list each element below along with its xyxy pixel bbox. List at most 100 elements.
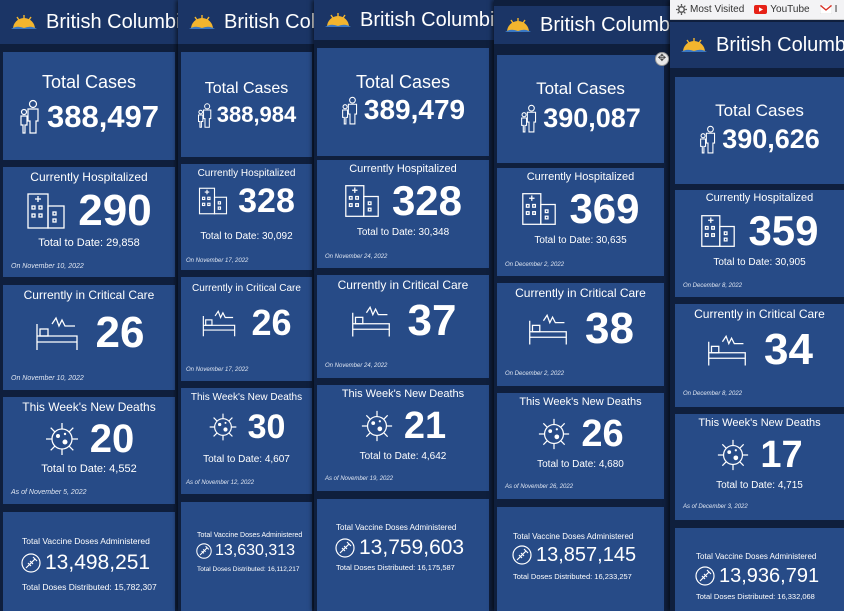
deaths-value: 20	[89, 417, 135, 461]
deaths-card: This Week's New Deaths 17 Total to Date:…	[675, 414, 844, 520]
bookmark-gmail[interactable]: I	[819, 4, 837, 15]
deaths-label: This Week's New Deaths	[698, 417, 821, 429]
doses-distributed: Total Doses Distributed: 15,782,307	[22, 582, 157, 592]
total-cases-value: 388,497	[46, 98, 160, 134]
bc-logo-icon	[681, 38, 707, 52]
people-icon	[197, 103, 212, 128]
bc-logo-icon	[505, 18, 531, 32]
deaths-date: As of November 26, 2022	[505, 484, 574, 490]
deaths-label: This Week's New Deaths	[22, 400, 156, 414]
bookmark-youtube[interactable]: YouTube	[754, 4, 810, 15]
hospitalized-date: On December 2, 2022	[505, 262, 565, 268]
hospital-icon	[199, 187, 228, 215]
critical-care-date: On November 24, 2022	[325, 363, 388, 369]
deaths-value: 26	[581, 413, 624, 455]
people-icon	[20, 99, 39, 134]
deaths-card: This Week's New Deaths 30 Total to Date:…	[181, 388, 312, 494]
doses-distributed: Total Doses Distributed: 16,233,257	[513, 572, 632, 581]
syringe-icon	[196, 543, 212, 559]
dashboard-snapshot-5: British Columbia Total Cases 390,626 Cur…	[670, 0, 844, 611]
hospitalized-date: On November 17, 2022	[186, 258, 249, 264]
total-cases-label: Total Cases	[204, 80, 289, 97]
vaccine-value: 13,759,603	[359, 536, 465, 559]
gmail-icon	[819, 5, 832, 14]
hospital-bed-icon	[35, 316, 78, 350]
vaccine-label: Total Vaccine Doses Administered	[22, 536, 150, 546]
critical-care-label: Currently in Critical Care	[23, 288, 155, 302]
virus-icon	[209, 413, 236, 441]
critical-care-value: 38	[585, 304, 634, 353]
deaths-label: This Week's New Deaths	[519, 396, 642, 408]
deaths-card: This Week's New Deaths 20 Total to Date:…	[3, 397, 175, 504]
hospitalized-label: Currently Hospitalized	[197, 168, 296, 179]
total-cases-value: 389,479	[363, 94, 466, 125]
dashboard-snapshot-3: British Columbia Total Cases 389,479 Cur…	[314, 0, 494, 611]
bookmark-most-visited[interactable]: Most Visited	[676, 4, 744, 15]
hospital-icon	[27, 193, 65, 229]
total-cases-card: Total Cases 390,626	[675, 77, 844, 184]
people-icon	[521, 104, 537, 133]
youtube-icon	[754, 5, 768, 14]
hospitalized-card: Currently Hospitalized 290 Total to Date…	[3, 167, 175, 277]
dashboard-header: British Columbia	[0, 0, 180, 44]
vaccine-card: Total Vaccine Doses Administered 13,498,…	[3, 512, 175, 611]
deaths-total: Total to Date: 4,642	[359, 451, 447, 462]
vaccine-card: Total Vaccine Doses Administered 13,630,…	[181, 502, 312, 611]
critical-care-date: On December 2, 2022	[505, 371, 565, 377]
total-cases-card: Total Cases 389,479	[317, 48, 489, 156]
deaths-value: 21	[403, 405, 447, 447]
deaths-total: Total to Date: 4,680	[537, 459, 624, 470]
hospitalized-label: Currently Hospitalized	[526, 171, 635, 183]
hospitalized-label: Currently Hospitalized	[705, 192, 814, 204]
doses-distributed: Total Doses Distributed: 16,332,068	[696, 592, 815, 601]
total-cases-label: Total Cases	[355, 72, 451, 92]
syringe-icon	[695, 566, 715, 586]
hospitalized-value: 328	[238, 182, 295, 220]
hospitalized-value: 359	[748, 207, 819, 254]
bookmarks-bar: Most Visited YouTube I	[670, 0, 844, 20]
hospital-icon	[345, 185, 379, 217]
hospital-icon	[522, 193, 557, 225]
vaccine-card: Total Vaccine Doses Administered 13,857,…	[497, 507, 664, 611]
header-title: British Columbia	[540, 13, 670, 36]
deaths-date: As of December 3, 2022	[683, 504, 748, 510]
deaths-value: 30	[247, 408, 286, 446]
total-cases-value: 390,626	[722, 123, 820, 154]
dashboard-header: British Columbia	[178, 0, 314, 44]
dashboard-snapshot-2: British Columbia Total Cases 388,984 Cur…	[178, 0, 314, 611]
syringe-icon	[512, 545, 532, 565]
deaths-card: This Week's New Deaths 26 Total to Date:…	[497, 393, 664, 499]
total-cases-label: Total Cases	[41, 72, 137, 92]
virus-icon	[45, 423, 78, 455]
critical-care-date: On November 10, 2022	[11, 375, 84, 382]
total-cases-value: 390,087	[543, 102, 641, 133]
virus-icon	[361, 410, 392, 442]
hospital-bed-icon	[708, 334, 746, 366]
hospitalized-card: Currently Hospitalized 369 Total to Date…	[497, 168, 664, 276]
critical-care-label: Currently in Critical Care	[515, 286, 646, 300]
hospitalized-total: Total to Date: 30,348	[356, 227, 450, 238]
deaths-label: This Week's New Deaths	[341, 388, 465, 400]
deaths-total: Total to Date: 4,607	[203, 454, 290, 465]
syringe-icon	[335, 537, 355, 558]
vaccine-value: 13,498,251	[45, 551, 151, 574]
deaths-date: As of November 12, 2022	[186, 480, 255, 486]
hospitalized-card: Currently Hospitalized 328 Total to Date…	[181, 164, 312, 270]
hospitalized-value: 290	[78, 186, 152, 235]
deaths-total: Total to Date: 4,715	[716, 480, 803, 491]
critical-care-date: On November 17, 2022	[186, 367, 249, 373]
hospitalized-total: Total to Date: 30,635	[534, 235, 627, 246]
gear-icon	[676, 4, 687, 15]
hospitalized-date: On November 10, 2022	[11, 263, 84, 270]
hospitalized-card: Currently Hospitalized 328 Total to Date…	[317, 160, 489, 268]
total-cases-label: Total Cases	[715, 101, 804, 120]
critical-care-value: 26	[95, 308, 145, 357]
bc-logo-icon	[325, 13, 351, 27]
hospitalized-total: Total to Date: 30,092	[200, 231, 293, 242]
hospitalized-value: 328	[391, 177, 463, 224]
deaths-value: 17	[760, 434, 803, 476]
hospital-bed-icon	[351, 305, 390, 337]
drag-handle-icon[interactable]: ✥	[655, 52, 669, 66]
dashboard-snapshot-1: British Columbia Total Cases 388,497 Cur…	[0, 0, 180, 611]
vaccine-value: 13,857,145	[536, 544, 637, 566]
